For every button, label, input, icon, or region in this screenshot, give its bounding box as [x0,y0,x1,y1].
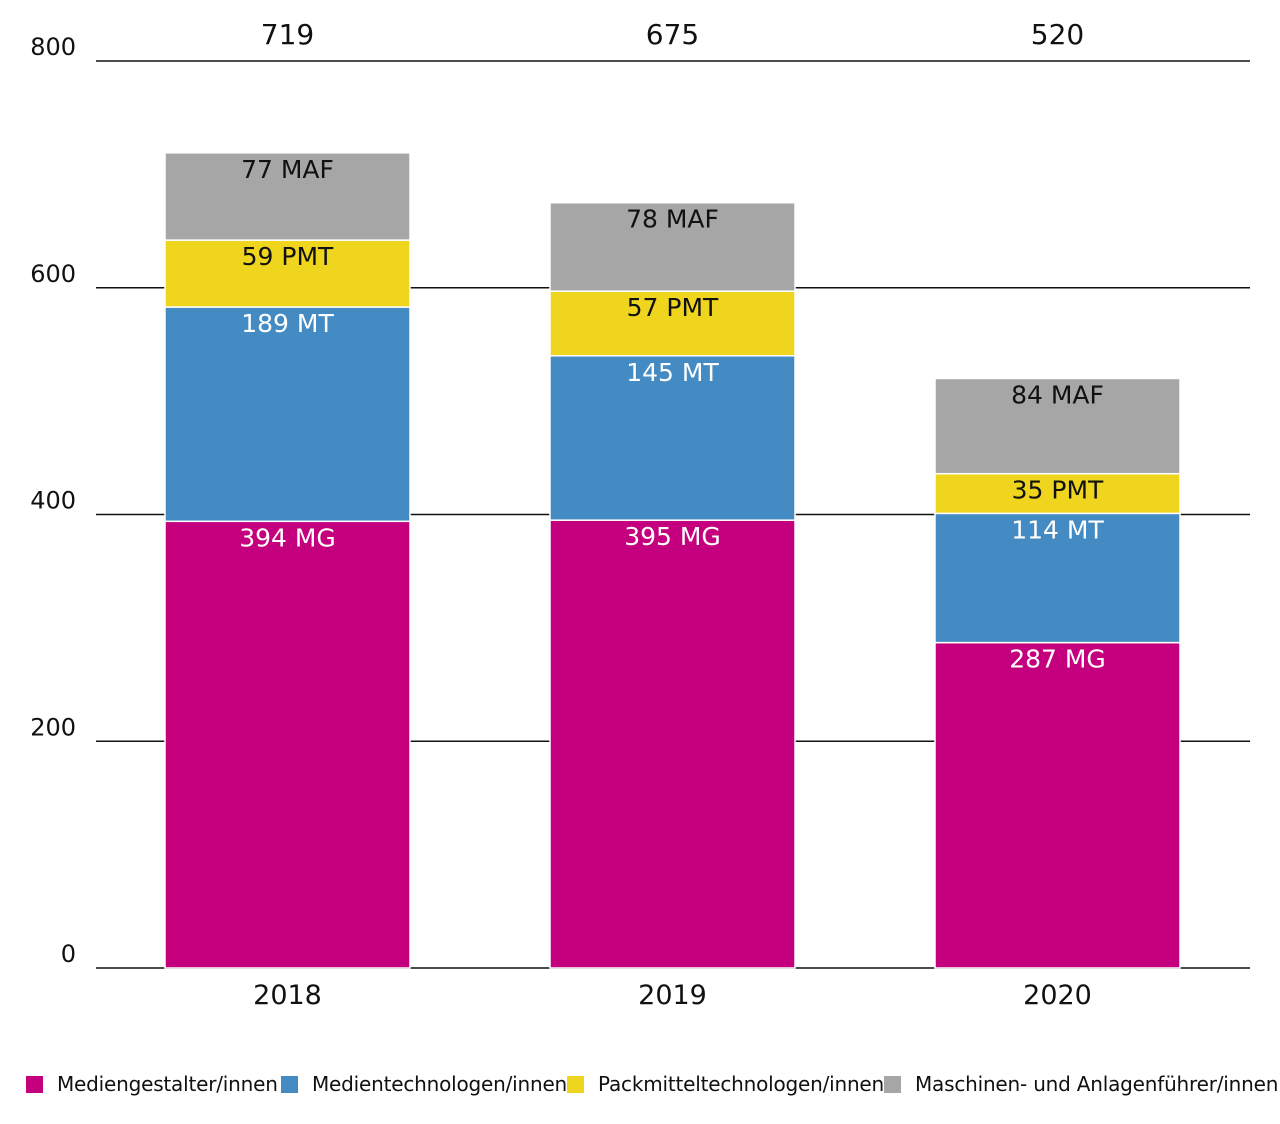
legend: Mediengestalter/innen Medientechnologen/… [0,1066,1280,1102]
x-category-label: 2018 [253,980,322,1011]
total-label: 675 [646,18,699,51]
segment-label: 35 PMT [1012,476,1104,505]
bar-segment-maf [549,201,796,292]
segment-label: 394 MG [239,523,336,552]
bar-segment-maf [934,377,1181,475]
legend-label: Packmitteltechnologen/innen [598,1072,885,1096]
segment-label: 78 MAF [626,205,719,234]
x-category-label: 2019 [638,980,707,1011]
y-tick-label: 200 [30,713,76,741]
legend-swatch [884,1075,901,1093]
segment-label: 77 MAF [241,155,334,184]
bar-segment-maf [164,152,411,241]
segment-label: 84 MAF [1011,380,1104,409]
segment-label: 395 MG [624,522,721,551]
bar-segment-mg [164,520,411,969]
y-tick-label: 600 [30,260,76,288]
bar-segment-mg [549,519,796,969]
bar-segment-pmt [164,239,411,308]
y-tick-label: 400 [30,487,76,515]
legend-swatch [281,1075,298,1093]
legend-item-medientechnologen: Medientechnologen/innen [281,1066,567,1102]
bars [164,152,1181,969]
legend-label: Maschinen- und Anlagenführer/innen [915,1072,1279,1096]
legend-label: Mediengestalter/innen [57,1072,278,1096]
x-category-label: 2020 [1023,980,1092,1011]
segment-label: 145 MT [626,358,719,387]
legend-swatch [26,1075,43,1093]
bar-segment-pmt [934,472,1181,515]
legend-label: Medientechnologen/innen [312,1072,568,1096]
stacked-bar-chart: 0 200 400 600 800 394 MG 189 MT 59 PMT 77 MAF 201… [30,18,1250,1011]
total-label: 520 [1031,18,1084,51]
segment-label: 114 MT [1011,515,1104,544]
bar-segment-mt [164,306,411,523]
labels: 0 200 400 600 800 394 MG 189 MT 59 PMT 77 MAF 201… [30,18,1106,1011]
y-tick-label: 800 [30,33,76,61]
legend-item-mediengestalter: Mediengestalter/innen [26,1066,278,1102]
segment-label: 57 PMT [627,293,719,322]
segment-label: 59 PMT [242,242,334,271]
bar-segment-mg [934,641,1181,969]
y-tick-label: 0 [61,940,76,968]
segment-label: 189 MT [241,309,334,338]
legend-item-maschinen-anlagenfuehrer: Maschinen- und Anlagenführer/innen [884,1066,1278,1102]
segment-label: 287 MG [1009,645,1106,674]
legend-swatch [567,1075,584,1093]
legend-item-packmitteltechnologen: Packmitteltechnologen/innen [567,1066,884,1102]
total-label: 719 [261,18,314,51]
